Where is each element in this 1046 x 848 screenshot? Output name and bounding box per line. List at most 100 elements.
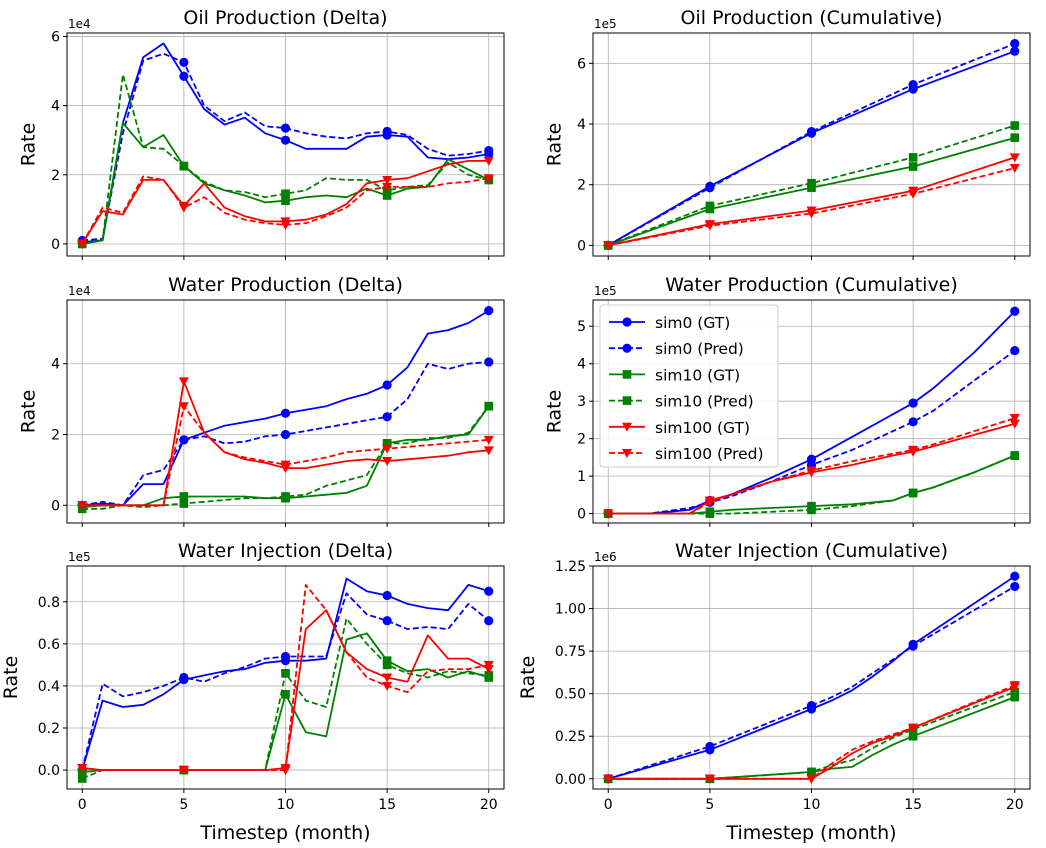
data-point-sim0-pred [280,123,291,133]
data-point-sim10-pred [281,189,290,199]
y-tick-label: 0.50 [555,687,586,703]
legend-marker [622,370,632,379]
data-point-sim100-pred [806,466,817,476]
legend-entry-sim0-pred: sim0 (Pred) [609,340,744,358]
data-point-sim10-pred [1010,451,1020,460]
data-point-sim100-pred [178,203,189,213]
data-point-sim100-pred [806,209,817,219]
legend-entry-sim10-pred: sim10 (Pred) [609,393,754,411]
series-sim100-pred [77,402,494,511]
legend-marker [622,396,632,405]
y-tick-label: 4 [577,117,586,133]
data-point-sim0-pred [1010,581,1020,592]
data-point-sim10-pred [484,671,494,680]
data-point-sim0-gt [908,398,918,408]
y-tick-label: 6 [577,56,586,72]
y-axis-label: Rate [17,123,39,167]
data-point-sim0-gt [1010,306,1020,316]
data-point-sim0-pred [484,357,494,367]
y-tick-label: 0.00 [555,772,586,788]
data-point-sim0-pred [179,672,189,683]
y-tick-label: 0.75 [555,644,586,660]
data-point-sim0-pred [908,641,918,651]
data-point-sim100-gt [1009,153,1020,163]
data-point-sim100-pred [77,239,88,249]
y-tick-label: 0 [577,238,586,254]
data-point-sim10-gt [382,191,392,200]
series-sim100-pred [603,681,1020,784]
data-point-sim10-pred [908,153,918,162]
legend-label: sim100 (GT) [655,419,750,437]
data-point-sim100-gt [483,446,494,456]
x-tick-label: 0 [604,797,613,813]
data-point-sim10-gt [281,196,290,205]
y-axis-label: Rate [0,656,22,700]
x-tick-label: 10 [277,797,295,813]
y-tick-label: 2 [51,428,60,444]
data-point-sim100-pred [178,402,189,412]
legend: sim0 (GT) sim0 (Pred) sim10 (GT) sim10 (Pre… [599,304,779,468]
y-tick-label: 4 [51,357,60,373]
y-tick-label: 5 [577,319,586,335]
data-point-sim0-pred [484,145,494,156]
data-point-sim100-pred [1009,164,1020,174]
data-point-sim100-pred [1009,414,1020,424]
series-line-sim10-pred [82,405,490,510]
series-sim0-pred [77,52,494,246]
y-tick-label: 0 [51,237,60,253]
data-point-sim10-pred [705,509,715,518]
y-tick-label: 0.4 [38,679,60,695]
x-tick-label: 10 [803,797,821,813]
y-tick-label: 0.2 [38,721,60,737]
data-point-sim0-gt [484,306,494,316]
data-point-sim10-pred [1010,687,1020,697]
legend-label: sim100 (Pred) [655,445,764,463]
data-point-sim10-pred [382,439,392,448]
y-tick-label: 0 [577,507,586,523]
y-tick-label: 0.6 [38,637,60,653]
data-point-sim0-pred [382,412,392,422]
legend-label: sim10 (GT) [655,366,740,384]
x-axis-label: Timestep (month) [199,822,370,844]
data-point-sim10-gt [807,183,816,193]
data-point-sim10-gt [908,162,918,171]
legend-entry-sim100-gt: sim100 (GT) [609,419,750,437]
data-point-sim0-pred [806,700,817,711]
y-tick-label: 3 [577,394,586,410]
chart-oil-production-delta: 0 2 4 6 1e4 Oil Production (Delta) Rate [17,7,505,260]
x-tick-label: 20 [1006,797,1024,813]
data-point-sim10-pred [908,488,918,498]
x-tick-label: 0 [78,797,87,813]
legend-marker [622,343,632,353]
y-tick-label: 6 [51,29,60,45]
chart-title: Oil Production (Delta) [183,7,387,29]
series-line-sim100-pred [608,684,1016,780]
data-point-sim10-pred [179,499,189,508]
data-point-sim100-pred [77,501,88,511]
data-point-sim10-pred [281,492,290,501]
data-point-sim0-pred [705,741,715,752]
chart-water-production-delta: 0 2 4 1e4 Water Production (Delta) Rate [17,274,505,527]
chart-oil-production-cumulative: 0 2 4 6 1e5 Oil Production (Cumulative) Rate [543,7,1031,260]
chart-title: Water Production (Delta) [168,274,403,296]
data-point-sim0-pred [806,127,817,137]
y-tick-label: 4 [577,357,586,373]
data-point-sim10-pred [807,505,816,515]
x-tick-label: 15 [378,797,396,813]
data-point-sim100-pred [382,182,393,192]
series-line-sim10-pred [607,124,1016,247]
chart-title: Water Injection (Cumulative) [675,540,948,562]
axis-scale-label: 1e5 [594,284,617,298]
legend-label: sim0 (Pred) [655,340,744,358]
legend-marker [622,422,632,432]
data-point-sim100-pred [483,660,494,670]
axis-scale-label: 1e4 [68,17,91,31]
data-point-sim0-pred [1010,345,1020,356]
data-point-sim0-gt [382,590,392,601]
series-sim100-pred [603,164,1020,251]
data-point-sim100-pred [483,435,494,445]
legend-entry-sim100-pred: sim100 (Pred) [609,445,764,463]
chart-water-production-cumulative: 0 1 2 3 4 5 1e5 Water Production (Cumulative) Ra… [543,274,1031,527]
x-tick-label: 5 [705,797,714,813]
axis-scale-label: 1e5 [594,17,617,31]
